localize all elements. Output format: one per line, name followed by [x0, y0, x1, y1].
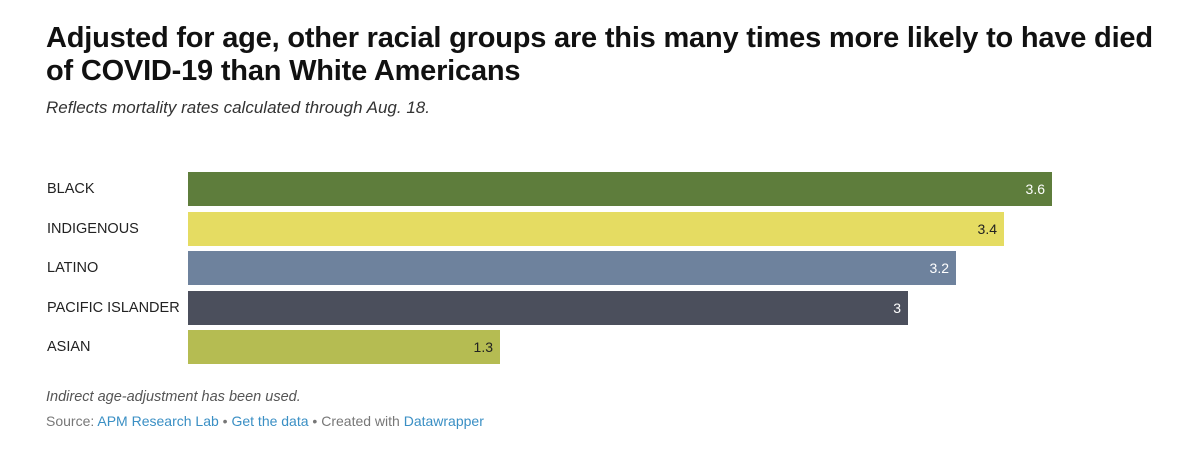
- bar: 1.3: [188, 330, 500, 364]
- chart-subtitle: Reflects mortality rates calculated thro…: [46, 98, 430, 117]
- bar-category-label: INDIGENOUS: [47, 220, 139, 237]
- bar-row: LATINO 3.2: [46, 251, 1156, 285]
- chart-container: Adjusted for age, other racial groups ar…: [46, 22, 1156, 429]
- bar-chart: BLACK 3.6 INDIGENOUS 3.4 LATINO 3.2 PACIFIC IS…: [46, 172, 1156, 370]
- footer-separator: •: [222, 413, 228, 429]
- bar: 3.2: [188, 251, 956, 285]
- bar-row: PACIFIC ISLANDER 3: [46, 290, 1156, 325]
- datawrapper-link[interactable]: Datawrapper: [403, 413, 484, 429]
- chart-notes: Indirect age-adjustment has been used.: [46, 389, 301, 405]
- footer-separator: •: [312, 413, 318, 429]
- bar-row: ASIAN 1.3: [46, 330, 1156, 364]
- created-with-text: Created with: [321, 413, 400, 429]
- bar-category-label: LATINO: [47, 260, 99, 276]
- bar-track: 1.3: [188, 330, 1052, 364]
- chart-footer: Source: APM Research Lab • Get the data …: [46, 413, 484, 429]
- bar-category-label: PACIFIC ISLANDER: [47, 299, 180, 316]
- get-the-data-link[interactable]: Get the data: [231, 413, 309, 429]
- bar-row: INDIGENOUS 3.4: [46, 211, 1156, 246]
- bar-value-label: 3.4: [977, 220, 997, 237]
- bar-value-label: 3: [893, 299, 901, 316]
- bar: 3: [188, 290, 908, 325]
- bar-row: BLACK 3.6: [46, 172, 1156, 206]
- chart-title: Adjusted for age, other racial groups ar…: [46, 22, 1153, 87]
- bar: 3.6: [188, 172, 1052, 206]
- bar-value-label: 1.3: [473, 339, 493, 355]
- bar-track: 3.4: [188, 211, 1052, 246]
- source-link[interactable]: APM Research Lab: [97, 413, 219, 429]
- bar-track: 3.2: [188, 251, 1052, 285]
- bar-value-label: 3.2: [929, 260, 949, 276]
- bar-track: 3: [188, 290, 1052, 325]
- bar-category-label: BLACK: [47, 181, 95, 197]
- bar-track: 3.6: [188, 172, 1052, 206]
- source-prefix: Source:: [46, 413, 95, 429]
- bar-category-label: ASIAN: [47, 339, 91, 355]
- bar: 3.4: [188, 211, 1004, 246]
- bar-value-label: 3.6: [1025, 181, 1045, 197]
